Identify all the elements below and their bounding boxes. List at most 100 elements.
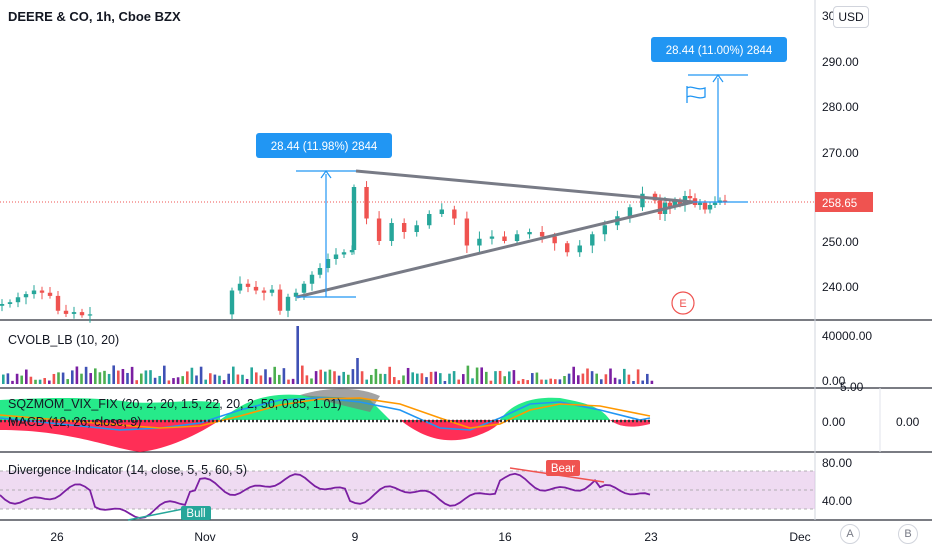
volume-bar xyxy=(71,370,74,384)
volume-bar xyxy=(600,379,603,384)
candle-body xyxy=(672,200,678,208)
candle-body xyxy=(351,187,357,250)
candle-body xyxy=(414,225,419,232)
volume-bar xyxy=(310,378,313,384)
volume-bar xyxy=(291,378,295,384)
volume-bar xyxy=(577,375,580,384)
candle-body xyxy=(602,225,608,235)
volume-bar xyxy=(11,380,14,384)
volume-bar xyxy=(296,326,299,384)
flag-icon[interactable] xyxy=(686,86,706,103)
volume-bar xyxy=(287,379,290,384)
volume-bar xyxy=(167,380,171,384)
chart-title: DEERE & CO, 1h, Cboe BZX xyxy=(8,9,181,24)
sqzmom-right-tick: 0.00 xyxy=(896,415,920,429)
volume-bar xyxy=(618,379,621,384)
time-tick: 23 xyxy=(644,530,658,544)
volume-bar xyxy=(512,370,516,384)
candle-body xyxy=(590,234,595,246)
price-tick: 270.00 xyxy=(822,146,859,160)
volume-bar xyxy=(153,377,157,384)
candle-body xyxy=(79,312,85,316)
candle-body xyxy=(31,290,37,295)
candle-body xyxy=(71,312,77,314)
candle-body xyxy=(502,236,507,241)
measure-tool-2[interactable] xyxy=(688,73,748,202)
volume-bar xyxy=(544,379,548,384)
volume-bar xyxy=(595,373,598,384)
volume-bar xyxy=(337,375,341,384)
volume-bar xyxy=(278,374,281,384)
candle-body xyxy=(0,304,5,306)
rsi-line xyxy=(0,472,651,520)
volume-bar xyxy=(356,358,359,384)
candle-body xyxy=(87,314,93,316)
volume-bar xyxy=(342,371,345,384)
candle-body xyxy=(389,223,394,241)
auto-scale-button[interactable]: A xyxy=(840,524,860,544)
volume-bar xyxy=(429,371,433,384)
measure-tool-1[interactable] xyxy=(296,169,356,298)
volume-bar xyxy=(25,369,28,384)
volume-bar xyxy=(282,368,286,384)
volume-bar xyxy=(439,373,442,384)
log-scale-button[interactable]: B xyxy=(898,524,918,544)
volume-bar xyxy=(176,377,180,384)
squeeze-macd-area xyxy=(0,388,651,452)
measure-label-2-bg xyxy=(651,37,787,62)
time-tick: Nov xyxy=(194,530,215,544)
volume-bar xyxy=(540,379,543,384)
volume-bar xyxy=(360,371,364,384)
candle-body xyxy=(627,207,633,217)
volume-bar xyxy=(107,373,111,384)
volume-bar xyxy=(57,372,60,384)
candle-body xyxy=(401,223,407,232)
candle-body xyxy=(489,236,495,239)
volume-bar xyxy=(66,379,69,384)
volume-bar xyxy=(636,369,640,384)
currency-button[interactable]: USD xyxy=(833,6,869,28)
volume-bar xyxy=(319,369,322,384)
price-axis: 30 290.00 280.00 270.00 250.00 240.00 xyxy=(822,9,859,294)
volume-bar xyxy=(406,367,410,384)
volume-bar xyxy=(195,375,198,384)
volume-bar xyxy=(190,367,194,384)
candle-body xyxy=(277,289,283,311)
volume-bar xyxy=(29,376,33,384)
volume-bar xyxy=(20,375,23,384)
volume-bar xyxy=(186,371,189,384)
volume-bar xyxy=(121,368,125,384)
volume-bar xyxy=(374,368,378,384)
volume-bar xyxy=(43,378,46,384)
volume-bar xyxy=(126,372,129,384)
volume-bars xyxy=(2,326,654,384)
volume-bar xyxy=(94,368,97,384)
sqzmom-tick: 5.00 xyxy=(840,380,864,394)
bull-label-bg xyxy=(181,506,211,520)
volume-bar xyxy=(130,366,134,384)
measure-label-2: 28.44 (11.00%) 2844 xyxy=(666,45,773,57)
volume-bar xyxy=(135,380,138,384)
time-axis: 26 Nov 9 16 23 Dec xyxy=(50,530,810,544)
earnings-marker[interactable] xyxy=(671,291,695,315)
volume-bar xyxy=(558,379,562,384)
volume-bar xyxy=(448,373,451,384)
volume-bar xyxy=(268,377,272,384)
volume-bar xyxy=(199,366,203,384)
volume-bar xyxy=(61,372,65,384)
sqzmom-tick: 0.00 xyxy=(822,415,846,429)
volume-bar xyxy=(149,370,152,384)
rsi-tick: 80.00 xyxy=(822,456,852,470)
volume-bar xyxy=(613,377,617,384)
volume-bar xyxy=(328,369,332,384)
candle-body xyxy=(376,218,382,241)
candle-body xyxy=(640,193,645,208)
volume-bar xyxy=(416,373,419,384)
last-price-badge-bg xyxy=(815,192,873,212)
volume-bar xyxy=(172,378,175,384)
volume-bar xyxy=(241,374,244,384)
triangle-pattern[interactable] xyxy=(296,169,694,299)
time-tick: Dec xyxy=(789,530,810,544)
last-price-badge: 258.65 xyxy=(822,198,857,210)
